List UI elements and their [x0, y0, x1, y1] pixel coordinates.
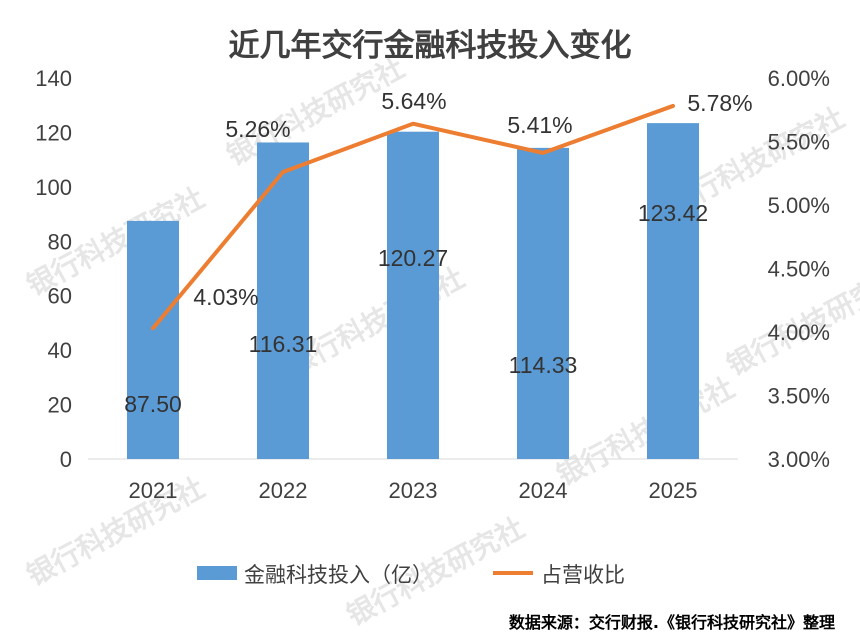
- y-axis-right: 3.00% 3.50% 4.00% 4.50% 5.00% 5.50% 6.00%: [768, 66, 830, 472]
- line-data-label: 5.26%: [225, 116, 290, 142]
- line-data-label: 5.64%: [381, 88, 446, 114]
- bar: [127, 220, 179, 459]
- bar: [387, 131, 439, 459]
- bar-series: [127, 123, 699, 460]
- line-data-labels: 4.03% 5.26% 5.64% 5.41% 5.78%: [193, 88, 752, 310]
- x-tick-label: 2022: [259, 478, 308, 503]
- bar-data-label: 120.27: [378, 245, 448, 271]
- y-left-tick-label: 20: [48, 393, 72, 418]
- y-left-tick-label: 100: [35, 175, 72, 200]
- line-series: [151, 103, 675, 331]
- line-data-label: 5.41%: [507, 112, 572, 138]
- legend: 金融科技投入（亿） 占营收比: [197, 563, 625, 587]
- legend-label-bar: 金融科技投入（亿）: [244, 563, 433, 587]
- y-right-tick-label: 3.50%: [768, 384, 830, 409]
- watermark-text: 银行科技研究社: [551, 371, 740, 492]
- bar: [257, 142, 309, 459]
- line-path: [151, 103, 675, 331]
- x-tick-label: 2025: [649, 478, 698, 503]
- line-data-label: 5.78%: [687, 90, 752, 116]
- x-tick-label: 2024: [519, 478, 568, 503]
- y-axis-left: 0 20 40 60 80 100 120 140: [35, 66, 72, 472]
- y-left-tick-label: 80: [48, 229, 72, 254]
- x-tick-label: 2023: [389, 478, 438, 503]
- y-right-tick-label: 5.00%: [768, 193, 830, 218]
- y-right-tick-label: 6.00%: [768, 66, 830, 91]
- bar-data-labels: 87.50 116.31 120.27 114.33 123.42: [124, 200, 708, 417]
- source-note: 数据来源：交行财报.《银行科技研究社》整理: [509, 613, 835, 632]
- y-left-tick-label: 120: [35, 120, 72, 145]
- y-left-tick-label: 40: [48, 338, 72, 363]
- y-right-tick-label: 4.50%: [768, 257, 830, 282]
- y-left-tick-label: 140: [35, 66, 72, 91]
- bar: [647, 123, 699, 460]
- watermark-text: 银行科技研究社: [21, 471, 210, 592]
- legend-swatch-bar: [197, 566, 237, 580]
- bar-data-label: 87.50: [124, 391, 182, 417]
- chart-title: 近几年交行金融科技投入变化: [229, 28, 632, 64]
- line-data-label: 4.03%: [193, 284, 258, 310]
- y-right-tick-label: 3.00%: [768, 447, 830, 472]
- bar-data-label: 123.42: [638, 200, 708, 226]
- y-left-tick-label: 60: [48, 284, 72, 309]
- watermark-text: 银行科技研究社: [281, 261, 470, 382]
- bar-data-label: 116.31: [249, 331, 318, 357]
- legend-label-line: 占营收比: [541, 563, 625, 587]
- bar-data-label: 114.33: [509, 352, 578, 378]
- y-left-tick-label: 0: [60, 447, 72, 472]
- y-right-tick-label: 4.00%: [768, 320, 830, 345]
- y-right-tick-label: 5.50%: [768, 130, 830, 155]
- bar: [517, 147, 569, 459]
- x-tick-label: 2021: [129, 478, 178, 503]
